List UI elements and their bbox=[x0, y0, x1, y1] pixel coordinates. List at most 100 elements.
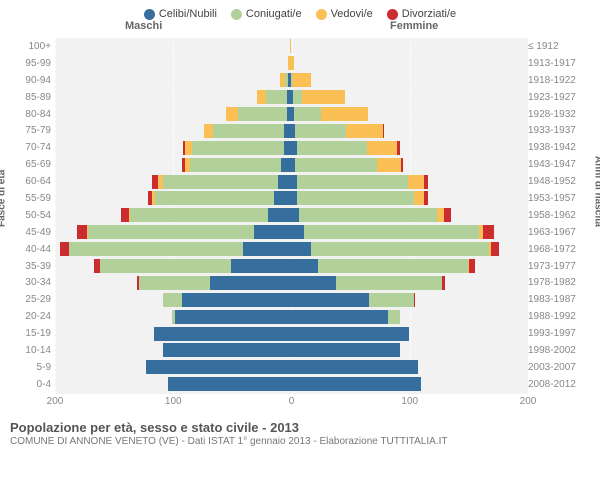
legend-label: Divorziati/e bbox=[402, 8, 456, 20]
age-row: 5-92003-2007 bbox=[55, 359, 528, 376]
bar-segment bbox=[290, 39, 291, 53]
bar-segment bbox=[414, 191, 425, 205]
age-row: 50-541958-1962 bbox=[55, 207, 528, 224]
age-label: 5-9 bbox=[21, 362, 55, 373]
female-half bbox=[290, 191, 525, 205]
birth-label: 1918-1922 bbox=[524, 75, 528, 86]
birth-label: 1988-1992 bbox=[524, 311, 528, 322]
female-half bbox=[290, 124, 525, 138]
bar-segment bbox=[346, 124, 384, 138]
age-row: 40-441968-1972 bbox=[55, 241, 528, 258]
female-half bbox=[290, 141, 525, 155]
male-half bbox=[55, 343, 290, 357]
male-half bbox=[55, 360, 290, 374]
bar-segment bbox=[238, 107, 287, 121]
male-half bbox=[55, 175, 290, 189]
x-tick: 0 bbox=[289, 396, 295, 407]
gender-headers: Maschi Femmine bbox=[0, 20, 600, 38]
age-row: 55-591953-1957 bbox=[55, 190, 528, 207]
female-half bbox=[290, 158, 525, 172]
bar-segment bbox=[290, 191, 297, 205]
female-half bbox=[290, 90, 525, 104]
female-half bbox=[290, 343, 525, 357]
bar-segment bbox=[88, 225, 254, 239]
bar-segment bbox=[290, 175, 297, 189]
birth-label: 1928-1932 bbox=[524, 109, 528, 120]
legend-label: Vedovi/e bbox=[331, 8, 373, 20]
bar-segment bbox=[293, 90, 302, 104]
age-row: 95-991913-1917 bbox=[55, 55, 528, 72]
bar-segment bbox=[290, 377, 421, 391]
male-half bbox=[55, 327, 290, 341]
male-half bbox=[55, 276, 290, 290]
male-half bbox=[55, 310, 290, 324]
bar-segment bbox=[290, 293, 370, 307]
legend-label: Celibi/Nubili bbox=[159, 8, 217, 20]
bar-segment bbox=[297, 191, 414, 205]
bar-segment bbox=[299, 208, 437, 222]
age-label: 95-99 bbox=[21, 58, 55, 69]
age-row: 25-291983-1987 bbox=[55, 291, 528, 308]
male-half bbox=[55, 158, 290, 172]
bar-segment bbox=[278, 175, 290, 189]
age-row: 100+≤ 1912 bbox=[55, 38, 528, 55]
bar-segment bbox=[290, 327, 410, 341]
age-row: 35-391973-1977 bbox=[55, 258, 528, 275]
female-half bbox=[290, 225, 525, 239]
bar-segment bbox=[204, 124, 213, 138]
bar-segment bbox=[290, 276, 337, 290]
age-row: 90-941918-1922 bbox=[55, 72, 528, 89]
age-row: 70-741938-1942 bbox=[55, 139, 528, 156]
age-label: 85-89 bbox=[21, 92, 55, 103]
age-label: 15-19 bbox=[21, 328, 55, 339]
birth-label: 1978-1982 bbox=[524, 277, 528, 288]
bar-segment bbox=[182, 293, 290, 307]
bar-segment bbox=[367, 141, 397, 155]
age-row: 45-491963-1967 bbox=[55, 224, 528, 241]
bar-segment bbox=[226, 107, 238, 121]
bar-segment bbox=[290, 310, 388, 324]
bar-segment bbox=[290, 225, 304, 239]
bar-segment bbox=[469, 259, 475, 273]
age-label: 65-69 bbox=[21, 159, 55, 170]
age-label: 20-24 bbox=[21, 311, 55, 322]
female-half bbox=[290, 327, 525, 341]
bar-segment bbox=[295, 124, 345, 138]
female-half bbox=[290, 208, 525, 222]
female-half bbox=[290, 56, 525, 70]
age-row: 10-141998-2002 bbox=[55, 342, 528, 359]
birth-label: 1938-1942 bbox=[524, 142, 528, 153]
bar-segment bbox=[168, 377, 290, 391]
bar-segment bbox=[297, 175, 408, 189]
male-half bbox=[55, 293, 290, 307]
footer: Popolazione per età, sesso e stato civil… bbox=[0, 416, 600, 447]
female-half bbox=[290, 377, 525, 391]
legend-swatch bbox=[387, 9, 398, 20]
bar-segment bbox=[231, 259, 290, 273]
bar-segment bbox=[292, 73, 311, 87]
birth-label: 1983-1987 bbox=[524, 294, 528, 305]
age-label: 80-84 bbox=[21, 109, 55, 120]
bar-segment bbox=[336, 276, 442, 290]
female-half bbox=[290, 360, 525, 374]
bar-segment bbox=[297, 141, 367, 155]
birth-label: 1958-1962 bbox=[524, 210, 528, 221]
bar-segment bbox=[139, 276, 209, 290]
bar-segment bbox=[154, 327, 290, 341]
age-row: 60-641948-1952 bbox=[55, 173, 528, 190]
legend-swatch bbox=[316, 9, 327, 20]
bar-segment bbox=[146, 360, 289, 374]
bar-segment bbox=[294, 107, 321, 121]
bar-segment bbox=[377, 158, 400, 172]
bar-segment bbox=[175, 310, 290, 324]
bar-segment bbox=[304, 225, 480, 239]
bar-segment bbox=[437, 208, 444, 222]
age-row: 65-691943-1947 bbox=[55, 156, 528, 173]
female-header: Femmine bbox=[390, 20, 438, 32]
male-half bbox=[55, 191, 290, 205]
age-row: 0-42008-2012 bbox=[55, 376, 528, 393]
age-label: 30-34 bbox=[21, 277, 55, 288]
female-half bbox=[290, 293, 525, 307]
age-label: 45-49 bbox=[21, 227, 55, 238]
bar-segment bbox=[257, 90, 266, 104]
